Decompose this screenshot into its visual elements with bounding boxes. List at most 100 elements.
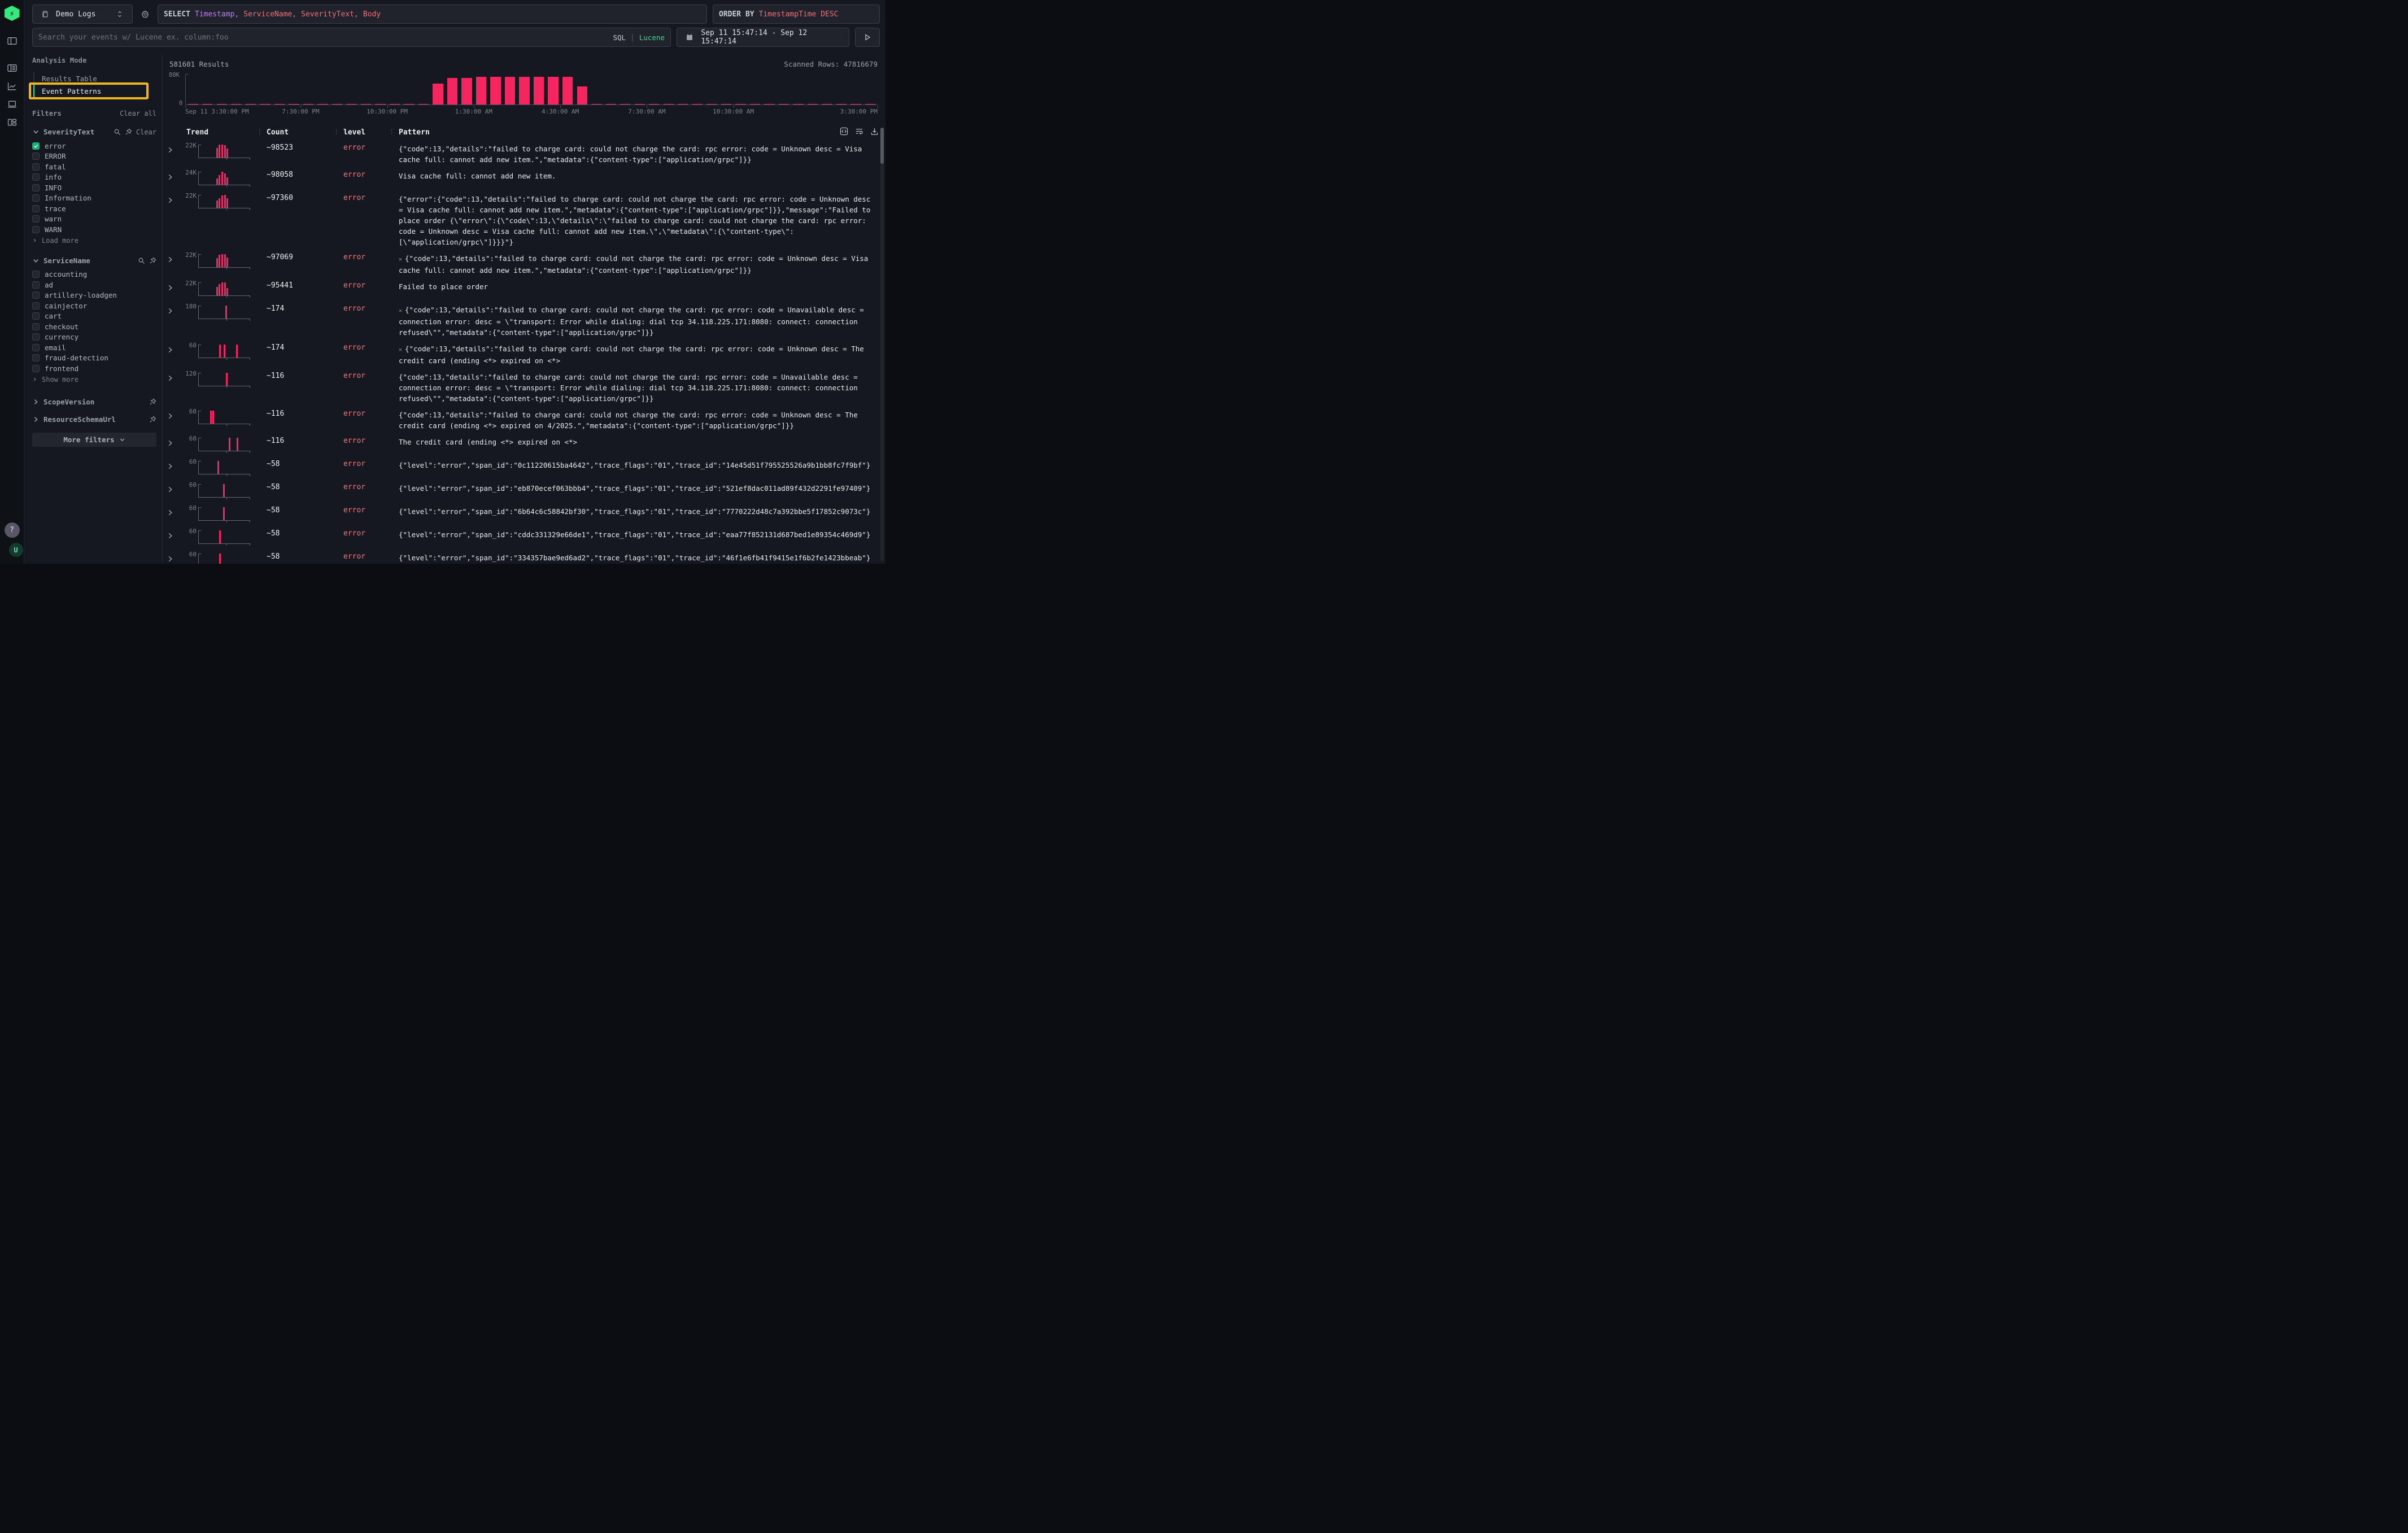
severity-option[interactable]: fatal	[32, 162, 156, 172]
row-expander-chevron-icon[interactable]	[167, 435, 181, 448]
severity-option-checkbox[interactable]	[32, 163, 40, 171]
lang-toggle-lucene[interactable]: Lucene	[639, 33, 665, 42]
pattern-row[interactable]: 180~174error✕{"code":13,"details":"faile…	[167, 303, 878, 338]
pattern-row[interactable]: 120~116error{"code":13,"details":"failed…	[167, 371, 878, 404]
scopeversion-group-header[interactable]: ScopeVersion	[32, 398, 156, 406]
more-filters-button[interactable]: More filters	[32, 433, 156, 447]
service-option[interactable]: frontend	[32, 363, 156, 374]
service-option-checkbox[interactable]	[32, 344, 40, 351]
col-header-count[interactable]: Count	[261, 128, 338, 137]
search-input[interactable]: Search your events w/ Lucene ex. column:…	[32, 28, 671, 47]
search-icon[interactable]	[114, 128, 121, 136]
severity-option-checkbox[interactable]	[32, 173, 40, 181]
row-expander-chevron-icon[interactable]	[167, 505, 181, 518]
scrollbar-thumb[interactable]	[880, 128, 884, 164]
resourceschemaurl-group-header[interactable]: ResourceSchemaUrl	[32, 415, 156, 424]
pattern-row[interactable]: 60~58error{"level":"error","span_id":"33…	[167, 551, 878, 564]
pattern-row[interactable]: 24K~98058errorVisa cache full: cannot ad…	[167, 169, 878, 188]
panel-toggle-icon[interactable]	[6, 35, 18, 46]
severity-option-checkbox[interactable]	[32, 153, 40, 160]
service-option[interactable]: email	[32, 342, 156, 353]
pattern-row[interactable]: 60~58error{"level":"error","span_id":"6b…	[167, 505, 878, 524]
clear-all-filters-link[interactable]: Clear all	[120, 110, 156, 117]
service-option-checkbox[interactable]	[32, 323, 40, 330]
service-option[interactable]: cart	[32, 311, 156, 322]
row-expander-chevron-icon[interactable]	[167, 193, 181, 206]
pattern-row[interactable]: 22K~98523error{"code":13,"details":"fail…	[167, 142, 878, 165]
source-settings-gear-icon[interactable]	[138, 5, 152, 24]
severity-option[interactable]: INFO	[32, 182, 156, 193]
row-expander-chevron-icon[interactable]	[167, 551, 181, 564]
download-icon[interactable]	[870, 127, 879, 136]
row-expander-chevron-icon[interactable]	[167, 459, 181, 472]
vertical-scrollbar[interactable]	[880, 128, 884, 561]
dashboards-icon[interactable]	[6, 116, 18, 128]
row-expander-chevron-icon[interactable]	[167, 342, 181, 355]
service-option-checkbox[interactable]	[32, 312, 40, 320]
service-option-checkbox[interactable]	[32, 281, 40, 289]
severity-load-more[interactable]: Load more	[32, 235, 156, 246]
user-avatar[interactable]: U	[9, 543, 23, 557]
service-option-checkbox[interactable]	[32, 291, 40, 299]
service-option[interactable]: cainjector	[32, 300, 156, 311]
pattern-row[interactable]: 60~116error{"code":13,"details":"failed …	[167, 408, 878, 431]
service-option-checkbox[interactable]	[32, 333, 40, 341]
severity-option-checkbox[interactable]	[32, 194, 40, 202]
severity-option[interactable]: warn	[32, 214, 156, 225]
pattern-row[interactable]: 60~58error{"level":"error","span_id":"eb…	[167, 482, 878, 500]
severity-option-checkbox[interactable]	[32, 226, 40, 233]
results-histogram[interactable]: 80K 0	[185, 74, 878, 105]
mode-results-table[interactable]: Results Table	[34, 72, 156, 85]
pin-icon[interactable]	[149, 257, 156, 264]
service-option-checkbox[interactable]	[32, 365, 40, 372]
hyperdx-logo-icon[interactable]: ⚡	[5, 6, 20, 21]
severity-option-checkbox[interactable]	[32, 205, 40, 212]
row-expander-chevron-icon[interactable]	[167, 142, 181, 155]
service-option[interactable]: checkout	[32, 321, 156, 332]
col-header-trend[interactable]: Trend	[181, 128, 261, 137]
search-icon[interactable]	[138, 257, 145, 264]
pattern-row[interactable]: 60~58error{"level":"error","span_id":"cd…	[167, 528, 878, 547]
service-option[interactable]: ad	[32, 280, 156, 290]
severity-option-checkbox[interactable]	[32, 184, 40, 191]
row-expander-chevron-icon[interactable]	[167, 482, 181, 495]
service-group-header[interactable]: ServiceName	[32, 256, 156, 265]
service-option[interactable]: accounting	[32, 269, 156, 280]
service-option-checkbox[interactable]	[32, 302, 40, 310]
service-option[interactable]: artillery-loadgen	[32, 290, 156, 301]
code-brackets-icon[interactable]	[840, 127, 848, 136]
col-header-level[interactable]: level	[338, 128, 393, 137]
pattern-row[interactable]: 22K~95441errorFailed to place order	[167, 280, 878, 299]
service-option-checkbox[interactable]	[32, 354, 40, 362]
mode-event-patterns[interactable]: Event Patterns	[34, 85, 156, 97]
help-button[interactable]: ?	[5, 522, 20, 538]
severity-option[interactable]: WARN	[32, 224, 156, 235]
service-show-more[interactable]: Show more	[32, 374, 156, 385]
date-range-picker[interactable]: Sep 11 15:47:14 - Sep 12 15:47:14	[677, 28, 849, 47]
service-option[interactable]: currency	[32, 332, 156, 343]
select-query-input[interactable]: SELECT Timestamp, ServiceName, SeverityT…	[158, 5, 707, 24]
severity-option[interactable]: info	[32, 172, 156, 183]
chart-explorer-icon[interactable]	[6, 80, 18, 92]
severity-clear-link[interactable]: Clear	[136, 128, 156, 136]
order-by-input[interactable]: ORDER BY TimestampTime DESC	[713, 5, 880, 24]
severity-option[interactable]: error	[32, 141, 156, 151]
search-logs-icon[interactable]	[6, 62, 18, 73]
severity-group-header[interactable]: SeverityText Clear	[32, 128, 156, 136]
sessions-icon[interactable]	[6, 98, 18, 110]
run-query-button[interactable]	[855, 28, 880, 47]
pattern-row[interactable]: 22K~97069error✕{"code":13,"details":"fai…	[167, 252, 878, 276]
col-header-pattern[interactable]: Pattern	[393, 128, 849, 137]
severity-option-checkbox[interactable]	[32, 215, 40, 223]
severity-option[interactable]: ERROR	[32, 151, 156, 162]
pattern-row[interactable]: 60~174error✕{"code":13,"details":"failed…	[167, 342, 878, 366]
pin-icon[interactable]	[125, 128, 132, 136]
wrap-text-icon[interactable]	[855, 127, 863, 136]
pattern-row[interactable]: 60~58error{"level":"error","span_id":"0c…	[167, 459, 878, 477]
severity-option[interactable]: Information	[32, 193, 156, 204]
row-expander-chevron-icon[interactable]	[167, 408, 181, 421]
severity-option-checkbox[interactable]	[32, 142, 40, 150]
pin-icon[interactable]	[149, 416, 156, 423]
severity-option[interactable]: trace	[32, 203, 156, 214]
pattern-row[interactable]: 22K~97360error{"error":{"code":13,"detai…	[167, 193, 878, 247]
